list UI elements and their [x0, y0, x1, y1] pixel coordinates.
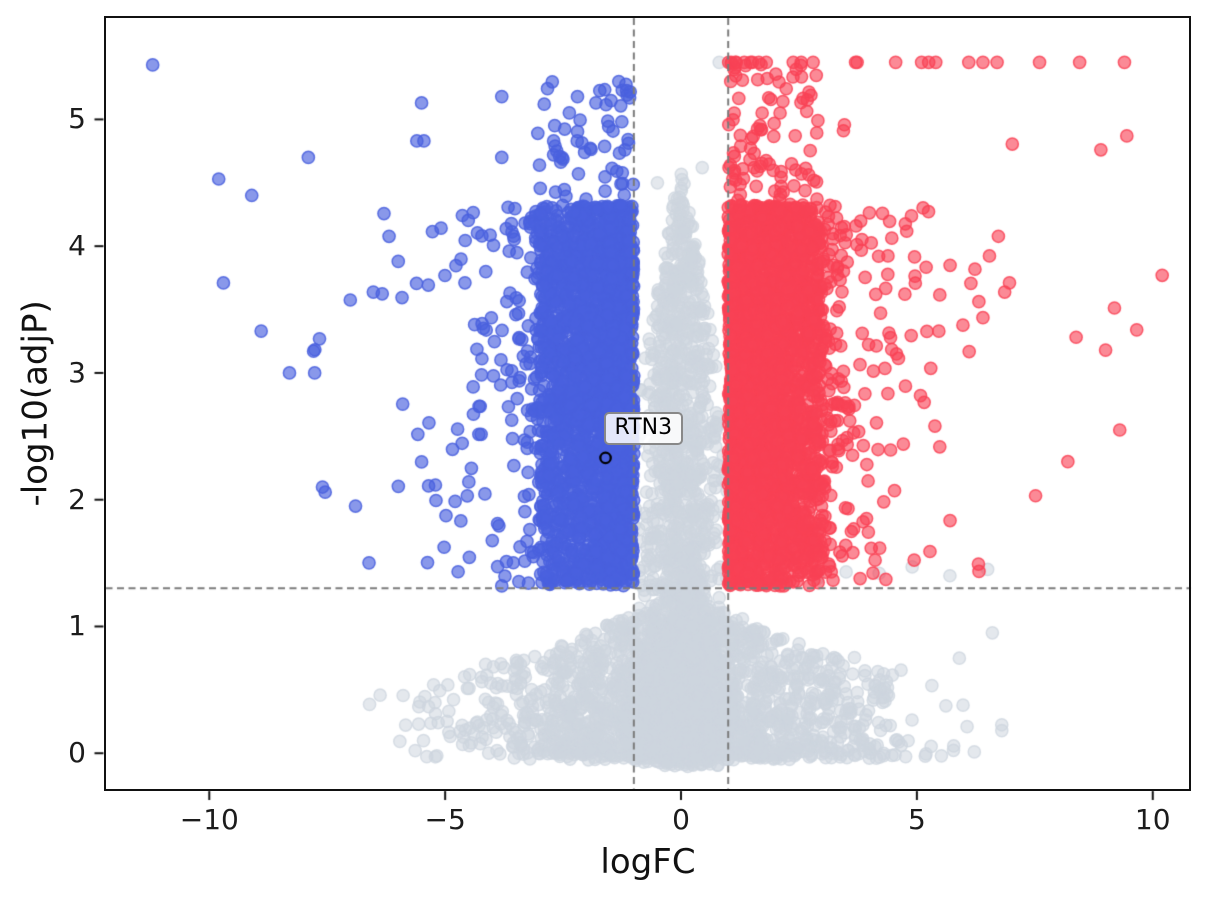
x-tick-label: −5 — [424, 803, 466, 836]
y-axis-label: -log10(adjP) — [15, 300, 56, 507]
x-tick-label: 10 — [1134, 803, 1171, 836]
x-axis-label: logFC — [600, 842, 696, 882]
x-tick-label: 5 — [907, 803, 926, 836]
x-tick-label: −10 — [179, 803, 239, 836]
y-tick-label: 1 — [68, 609, 86, 643]
y-tick-label: 3 — [68, 355, 86, 389]
y-tick-label: 5 — [68, 102, 86, 136]
y-tick-label: 2 — [68, 482, 86, 516]
annotation-label-rtn3: RTN3 — [603, 411, 684, 446]
y-tick-label: 0 — [68, 736, 86, 770]
y-tick-label: 4 — [68, 229, 86, 263]
x-tick-label: 0 — [672, 803, 690, 836]
